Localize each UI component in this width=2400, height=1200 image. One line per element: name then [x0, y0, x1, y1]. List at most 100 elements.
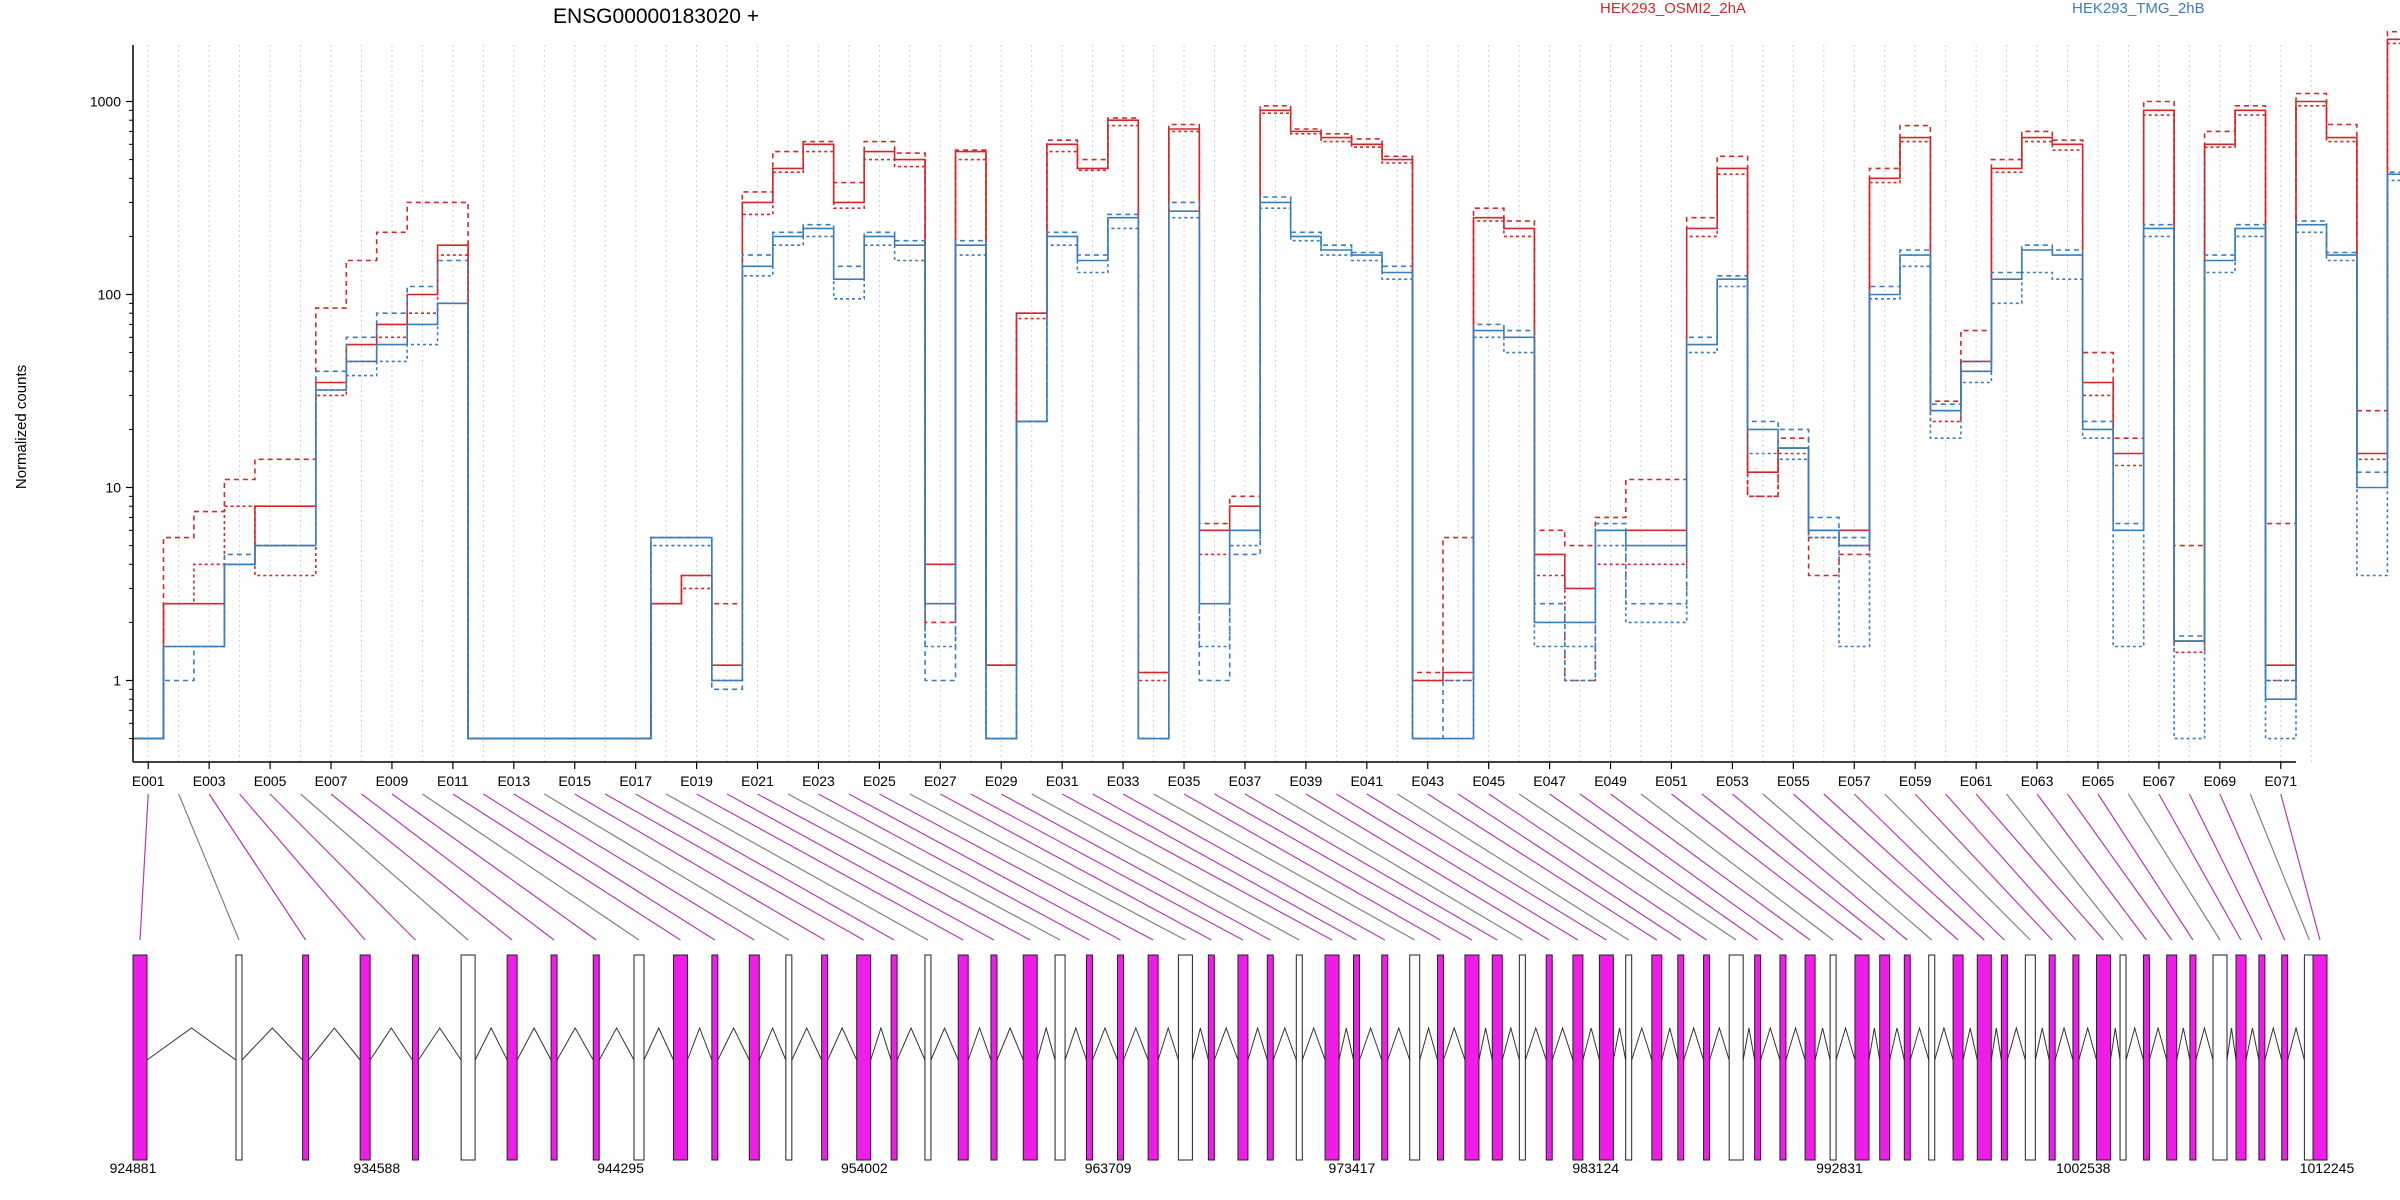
- exon-connector: [787, 793, 1061, 941]
- exon-connector: [1214, 793, 1473, 941]
- intron-line: [1962, 1027, 1978, 1061]
- exon-box: [1266, 954, 1274, 1161]
- exon-box: [2312, 954, 2328, 1161]
- exon-connector: [1396, 793, 1630, 941]
- intron-line: [1501, 1026, 1520, 1061]
- intron-line: [1661, 1027, 1679, 1061]
- y-tick-label: 1: [113, 673, 121, 689]
- intron-line: [1709, 1026, 1730, 1061]
- exon-connector: [1000, 793, 1271, 941]
- intron-line: [598, 1026, 635, 1061]
- exon-box: [2142, 954, 2150, 1161]
- x-tick-label: E027: [924, 773, 957, 789]
- x-tick-label: E069: [2203, 773, 2236, 789]
- intron-line: [417, 1027, 462, 1061]
- exon-box: [1677, 954, 1685, 1161]
- intron-line: [1631, 1026, 1653, 1061]
- exon-box: [1598, 954, 1614, 1161]
- exon-connector: [696, 793, 964, 941]
- series-line-4: [133, 173, 2400, 740]
- exon-box: [821, 954, 829, 1161]
- intron-line: [1064, 1026, 1087, 1061]
- exon-box: [1625, 954, 1633, 1161]
- genomic-tick-label: 954002: [841, 1160, 888, 1176]
- exon-box: [1324, 954, 1340, 1161]
- exon-box: [1545, 954, 1553, 1161]
- intron-line: [1338, 1027, 1355, 1061]
- y-tick-label: 100: [98, 287, 122, 303]
- exon-connector: [2036, 793, 2147, 941]
- intron-line: [1247, 1026, 1268, 1061]
- chart-title: ENSG00000183020 +: [553, 5, 759, 28]
- exon-connector: [2158, 793, 2242, 941]
- intron-line: [758, 1026, 787, 1061]
- exon-connector: [879, 793, 1154, 941]
- x-tick-label: E019: [680, 773, 713, 789]
- intron-line: [1036, 1026, 1056, 1061]
- y-axis-label: Normalized counts: [13, 365, 30, 489]
- intron-line: [1683, 1026, 1705, 1061]
- intron-line: [896, 1026, 926, 1061]
- exon-connector: [1914, 793, 2053, 941]
- exon-connector: [208, 793, 307, 941]
- intron-line: [1157, 1026, 1179, 1061]
- exon-box: [1116, 954, 1124, 1161]
- x-tick-label: E039: [1290, 773, 1323, 789]
- exon-connector: [1549, 793, 1758, 941]
- exon-box: [1147, 954, 1159, 1161]
- exon-box: [2072, 954, 2080, 1161]
- genomic-tick-label: 944295: [597, 1160, 644, 1176]
- series-line-5: [133, 171, 2400, 740]
- intron-line: [2176, 1027, 2191, 1061]
- exon-connector: [483, 793, 716, 941]
- intron-line: [1387, 1026, 1411, 1061]
- exon-connector: [1183, 793, 1441, 941]
- intron-line: [827, 1026, 858, 1061]
- exon-box: [1779, 954, 1787, 1161]
- exon-connector: [574, 793, 825, 941]
- exon-connector: [1610, 793, 1811, 941]
- exon-box: [633, 954, 645, 1161]
- exon-box: [1207, 954, 1215, 1161]
- intron-line: [1359, 1026, 1383, 1061]
- intron-line: [791, 1026, 823, 1061]
- exon-connector: [139, 793, 149, 941]
- x-tick-label: E011: [437, 773, 469, 789]
- exon-connector: [1092, 793, 1357, 941]
- exon-connector: [2067, 793, 2173, 941]
- exon-connector: [1579, 793, 1784, 941]
- x-tick-label: E001: [132, 773, 165, 789]
- intron-line: [996, 1026, 1024, 1061]
- x-tick-label: E005: [254, 773, 287, 789]
- x-tick-label: E021: [741, 773, 774, 789]
- exon-box: [1854, 954, 1870, 1161]
- exon-connector: [635, 793, 895, 941]
- exon-box: [550, 954, 558, 1161]
- exon-box: [2281, 954, 2289, 1161]
- intron-line: [1835, 1026, 1856, 1061]
- x-tick-label: E047: [1533, 773, 1566, 789]
- x-tick-label: E003: [193, 773, 226, 789]
- exon-connector: [1457, 793, 1682, 941]
- x-tick-label: E025: [863, 773, 896, 789]
- genomic-tick-label: 934588: [353, 1160, 400, 1176]
- intron-line: [967, 1026, 992, 1061]
- intron-line: [146, 1027, 237, 1061]
- exon-box: [1754, 954, 1762, 1161]
- exon-box: [460, 954, 476, 1161]
- exon-box: [711, 954, 719, 1161]
- exon-box: [924, 954, 932, 1161]
- series-line-1: [133, 38, 2400, 740]
- exon-connector: [1701, 793, 1886, 941]
- x-tick-label: E035: [1168, 773, 1201, 789]
- genomic-tick-label: 992831: [1816, 1160, 1863, 1176]
- intron-line: [474, 1026, 508, 1061]
- intron-line: [2110, 1027, 2121, 1061]
- intron-line: [870, 1026, 892, 1061]
- intron-line: [1785, 1026, 1806, 1061]
- exon-box: [2258, 954, 2266, 1161]
- intron-line: [2078, 1026, 2098, 1061]
- exon-box: [856, 954, 872, 1161]
- exon-box: [1464, 954, 1480, 1161]
- gene-model: [132, 954, 2328, 1161]
